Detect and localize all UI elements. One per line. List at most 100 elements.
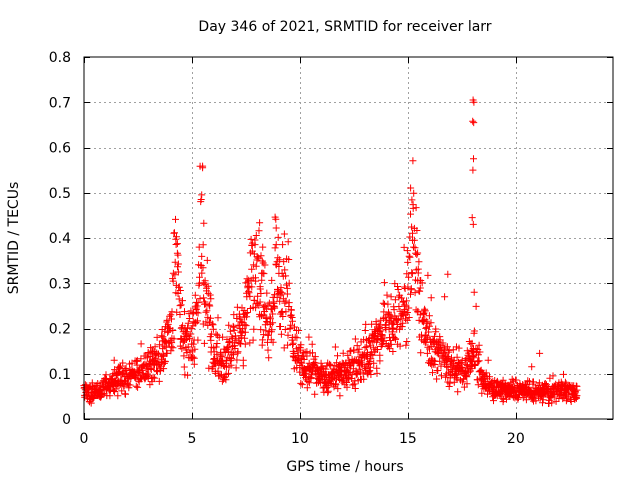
data-point <box>276 256 284 264</box>
data-point <box>472 302 480 310</box>
y-tick-label: 0.4 <box>49 231 71 247</box>
data-point <box>541 380 549 387</box>
data-point <box>230 351 237 359</box>
data-point <box>548 399 556 407</box>
data-point <box>280 230 288 238</box>
data-point <box>196 279 203 287</box>
data-point <box>217 352 225 360</box>
data-point <box>228 355 236 363</box>
data-point <box>156 366 164 374</box>
data-point <box>387 293 395 301</box>
data-point <box>297 341 305 349</box>
data-point <box>261 261 269 269</box>
data-point <box>195 243 203 251</box>
data-point <box>441 293 449 301</box>
data-point <box>241 334 249 342</box>
data-point <box>423 349 431 357</box>
data-point <box>260 331 268 339</box>
data-point <box>455 344 463 352</box>
data-point <box>311 353 319 361</box>
data-point <box>402 341 410 349</box>
data-point <box>324 387 332 395</box>
data-point <box>453 375 461 383</box>
data-point <box>248 265 256 273</box>
data-point <box>186 315 194 322</box>
data-point <box>177 301 185 309</box>
data-point <box>303 348 311 356</box>
data-point <box>450 356 458 364</box>
data-point <box>353 370 361 377</box>
data-point <box>282 308 290 316</box>
data-point <box>194 299 202 307</box>
data-point <box>249 336 257 344</box>
data-point <box>411 289 419 297</box>
data-point <box>198 269 206 277</box>
data-point <box>454 388 462 396</box>
data-point <box>186 335 193 343</box>
data-point <box>539 396 547 404</box>
data-point <box>390 306 398 314</box>
data-point <box>147 366 155 373</box>
data-point <box>411 244 419 252</box>
data-point <box>257 290 265 297</box>
data-point <box>524 377 532 385</box>
data-point <box>184 324 191 332</box>
data-point <box>198 252 206 260</box>
data-point <box>362 365 370 372</box>
data-point <box>405 273 413 281</box>
data-point <box>394 283 401 290</box>
data-point <box>255 301 263 309</box>
data-point <box>198 191 206 199</box>
data-point <box>387 340 395 348</box>
data-point <box>295 327 303 334</box>
data-point <box>230 326 238 334</box>
data-point <box>214 314 222 322</box>
data-point <box>410 236 418 244</box>
data-point <box>260 270 268 278</box>
grid-lines <box>84 57 613 419</box>
data-point <box>180 363 188 371</box>
data-point <box>277 284 285 292</box>
data-point <box>367 371 375 378</box>
data-point <box>179 297 186 305</box>
data-point <box>169 344 177 352</box>
data-point <box>191 345 199 353</box>
data-point <box>402 315 409 323</box>
data-point <box>442 373 450 381</box>
data-point <box>381 321 389 329</box>
data-point <box>167 311 175 319</box>
data-point <box>416 284 424 292</box>
data-point <box>285 256 293 263</box>
data-point <box>368 337 376 345</box>
data-points <box>80 96 581 407</box>
data-point <box>404 258 412 266</box>
data-point <box>180 352 188 360</box>
data-point <box>257 252 265 260</box>
data-point <box>463 380 471 388</box>
data-point <box>191 291 199 299</box>
data-point <box>470 327 478 335</box>
data-point <box>421 307 429 315</box>
data-point <box>184 319 192 327</box>
data-point <box>278 308 286 316</box>
data-point <box>274 233 282 241</box>
data-point <box>189 353 197 361</box>
data-point <box>407 290 414 298</box>
data-point <box>405 252 413 260</box>
data-point <box>422 324 430 332</box>
data-point <box>350 346 358 354</box>
data-point <box>374 346 381 353</box>
data-point <box>326 360 334 368</box>
data-point <box>169 277 177 285</box>
data-point <box>174 260 182 268</box>
data-point <box>231 345 239 352</box>
data-point <box>478 389 486 397</box>
data-point <box>468 214 476 222</box>
data-point <box>362 320 370 328</box>
data-point <box>160 352 167 360</box>
y-tick-label: 0.8 <box>49 50 71 66</box>
data-point <box>122 390 129 398</box>
data-point <box>272 224 280 232</box>
data-point <box>549 372 557 380</box>
data-point <box>196 295 204 303</box>
